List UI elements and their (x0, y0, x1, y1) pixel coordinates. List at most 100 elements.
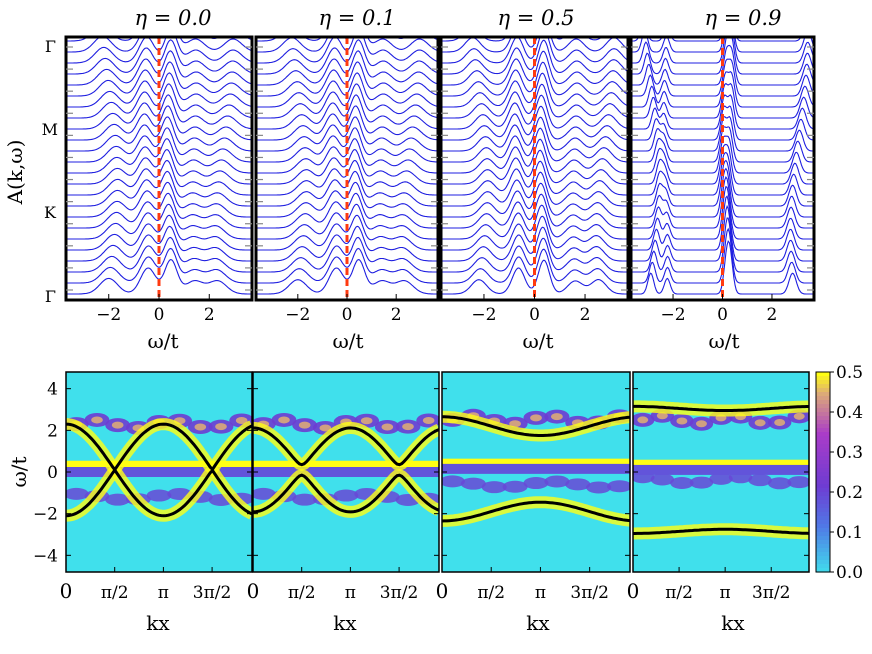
x-tick-label: 3π/2 (570, 583, 609, 603)
colorbar-tick-label: 0.0 (836, 563, 863, 583)
spectral-trace (441, 182, 628, 218)
flat-band (633, 464, 809, 475)
y-tick-label: −4 (33, 546, 58, 566)
flat-band (442, 463, 630, 474)
colorbar-tick-label: 0.2 (836, 483, 863, 503)
spectral-trace (441, 50, 628, 86)
spectral-trace (631, 94, 814, 130)
colorbar-segment (816, 468, 830, 473)
spectral-blob (319, 424, 332, 432)
heatmap-cells (253, 372, 439, 572)
spectral-blob (650, 473, 675, 486)
x-tick-label: π (345, 583, 356, 603)
spectral-blob (292, 493, 318, 506)
spectral-trace (441, 138, 628, 174)
x-tick-label: −2 (661, 305, 686, 325)
colorbar-segment (816, 388, 830, 393)
heatmap-cells (633, 372, 809, 572)
spectral-trace (441, 61, 628, 97)
spectral-trace (256, 105, 438, 141)
spectral-trace (256, 170, 438, 207)
spectral-blob (298, 421, 311, 429)
heatmap-panel-3: 0 π/2 π 3π/2 (436, 371, 631, 603)
spectral-blob (235, 417, 248, 425)
colorbar-segment (816, 508, 830, 513)
spectral-blob (787, 476, 809, 489)
spectral-blob (676, 417, 688, 425)
top-panel-3: −2 0 2 (439, 35, 630, 325)
spectral-blob (66, 487, 89, 500)
spectral-trace (256, 127, 438, 163)
colorbar-segment (816, 476, 830, 481)
spectral-blob (586, 481, 612, 494)
colorbar-segment (816, 548, 830, 553)
spectral-trace (66, 50, 252, 86)
spectral-blob (442, 475, 465, 488)
x-tick-label: 0 (247, 579, 260, 603)
spectral-blob (278, 416, 290, 424)
spectral-blob (565, 478, 591, 491)
top-x-axis-label-2: ω/t (332, 329, 363, 353)
bottom-x-axis-label-4: kx (721, 611, 745, 635)
top-y-axis-label: A(k,ω) (3, 140, 27, 206)
spectral-trace (631, 105, 814, 141)
colorbar-segment (816, 552, 830, 557)
spectral-trace (256, 159, 438, 196)
heatmap-cells (66, 372, 252, 572)
band-curve (252, 426, 440, 467)
colorbar-segment (816, 380, 830, 385)
spectral-trace (441, 204, 628, 240)
colorbar-segment (816, 384, 830, 389)
colorbar-segment (816, 396, 830, 401)
x-tick-label: 2 (767, 305, 778, 325)
spectral-trace (441, 94, 628, 130)
x-tick-label: π/2 (288, 583, 316, 603)
top-panel-2: −2 0 2 (254, 35, 440, 325)
heatmap-y-ticks: 4 2 0 −2 −4 (33, 380, 58, 567)
heatmap-panel-1: 0 π/2 π 3π/2 (60, 371, 253, 603)
colorbar-frame (815, 371, 831, 573)
colorbar-segment (816, 436, 830, 441)
top-panel-title-3: η = 0.5 (498, 6, 575, 30)
colorbar-segment (816, 504, 830, 509)
spectral-trace (256, 149, 438, 185)
y-tick-label: −2 (33, 505, 58, 525)
spectral-blob (523, 477, 549, 490)
bottom-y-axis-label: ω/t (7, 456, 31, 487)
spectral-blob (91, 416, 103, 424)
spectral-trace (631, 126, 814, 163)
spectral-trace (256, 203, 438, 240)
spectral-blob (194, 423, 207, 431)
spectral-blob (656, 412, 668, 420)
colorbar-segment (816, 540, 830, 545)
spectral-blob (422, 417, 435, 425)
k-label-m: M (42, 120, 58, 139)
colorbar-segment (816, 564, 830, 569)
colorbar-tick-label: 0.5 (836, 363, 863, 383)
colorbar-tick-label: 0.3 (836, 443, 863, 463)
colorbar-segment (816, 472, 830, 477)
spectral-trace (256, 225, 438, 262)
top-panel-title-2: η = 0.1 (319, 6, 396, 30)
spectral-blob (774, 418, 786, 426)
spectral-blob (695, 420, 707, 428)
spectral-trace (441, 39, 628, 75)
spectral-trace (256, 259, 438, 295)
spectral-trace (256, 94, 438, 130)
spectral-trace (441, 37, 628, 64)
colorbar-segment (816, 440, 830, 445)
spectral-trace (441, 226, 628, 262)
colorbar-tick-label: 0.1 (836, 523, 863, 543)
spectral-trace (66, 214, 252, 251)
spectral-blob (793, 412, 805, 420)
spectral-trace (66, 259, 252, 295)
band-curve (441, 500, 631, 523)
spectral-blob (509, 420, 521, 428)
bottom-x-axis-label-3: kx (526, 611, 550, 635)
band-curve (442, 415, 631, 437)
spectral-blob (748, 474, 772, 487)
x-tick-label: 0 (529, 305, 540, 325)
x-tick-label: π/2 (101, 583, 129, 603)
colorbar-segment (816, 464, 830, 469)
top-x-axis-label-1: ω/t (147, 329, 178, 353)
